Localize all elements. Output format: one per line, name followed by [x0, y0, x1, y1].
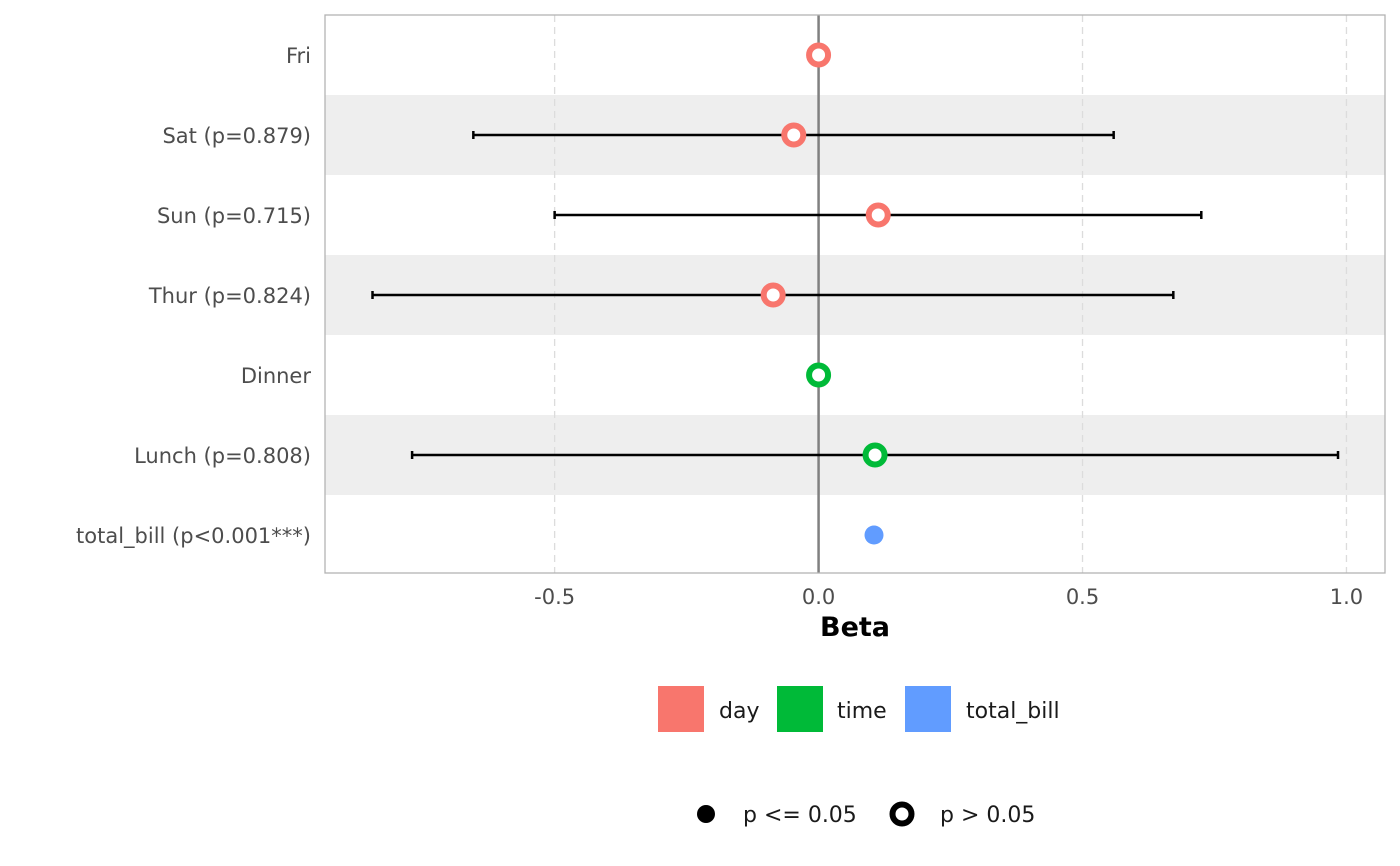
estimate-point-open [862, 442, 888, 468]
estimate-point-open [760, 282, 786, 308]
legend-label-day: day [719, 699, 759, 724]
y-tick-label: Sat (p=0.879) [162, 124, 311, 148]
x-tick-label: 1.0 [1330, 585, 1363, 609]
y-tick-label: Sun (p=0.715) [157, 204, 311, 228]
estimate-point-open [865, 202, 891, 228]
y-tick-label: Thur (p=0.824) [148, 284, 311, 308]
y-tick-label: Lunch (p=0.808) [134, 444, 311, 468]
legend-swatch-time [777, 686, 823, 732]
x-axis-title: Beta [820, 612, 890, 643]
x-tick-label: 0.5 [1066, 585, 1099, 609]
legend-significance: p <= 0.05 p > 0.05 [697, 801, 1035, 828]
legend-swatch-total_bill [905, 686, 951, 732]
x-tick-label: -0.5 [534, 585, 575, 609]
panel-border [324, 14, 1386, 574]
x-axis-tick-labels: -0.5 0.0 0.5 1.0 [534, 585, 1363, 609]
legend-label-not-significant: p > 0.05 [940, 803, 1035, 828]
estimate-point-open [806, 42, 832, 68]
estimate-point-filled [864, 525, 884, 545]
y-axis-labels: Fri Sat (p=0.879) Sun (p=0.715) Thur (p=0.8… [76, 44, 311, 549]
legend-group: day time total_bill [658, 686, 1060, 732]
y-tick-label: total_bill (p<0.001***) [76, 524, 311, 549]
x-tick-label: 0.0 [802, 585, 835, 609]
legend-label-total_bill: total_bill [966, 699, 1060, 724]
estimate-point-open [781, 122, 807, 148]
legend-swatch-day [658, 686, 704, 732]
legend-key-filled [697, 805, 715, 823]
legend-label-significant: p <= 0.05 [743, 803, 857, 828]
estimate-point-open [806, 362, 832, 388]
y-tick-label: Fri [286, 44, 311, 68]
estimate-points [760, 42, 891, 545]
y-tick-label: Dinner [241, 364, 312, 388]
legend-label-time: time [837, 699, 887, 724]
legend-key-open [889, 801, 915, 827]
